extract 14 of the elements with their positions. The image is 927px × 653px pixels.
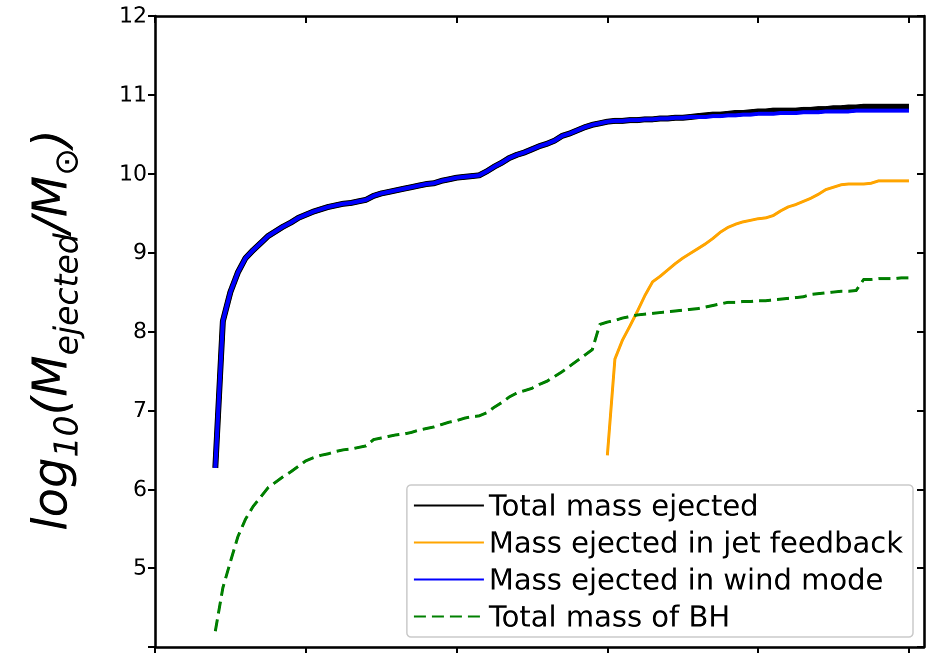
y-tick-label: 11 (119, 82, 147, 108)
y-tick-label: 10 (119, 161, 147, 186)
legend-label: Mass ejected in jet feedback (488, 526, 904, 560)
y-tick-label: 9 (133, 240, 147, 266)
line-series (606, 179, 910, 457)
y-tick-label: 7 (133, 398, 147, 423)
y-tick-label: 6 (133, 476, 147, 502)
y-tick-label: 12 (119, 4, 147, 28)
line-series (214, 276, 910, 633)
legend-label: Mass ejected in wind mode (488, 562, 884, 596)
y-tick-label: 8 (133, 319, 147, 344)
y-tick-label: 5 (133, 556, 147, 581)
legend-label: Total mass of BH (488, 600, 730, 634)
legend-label: Total mass ejected (488, 488, 759, 522)
